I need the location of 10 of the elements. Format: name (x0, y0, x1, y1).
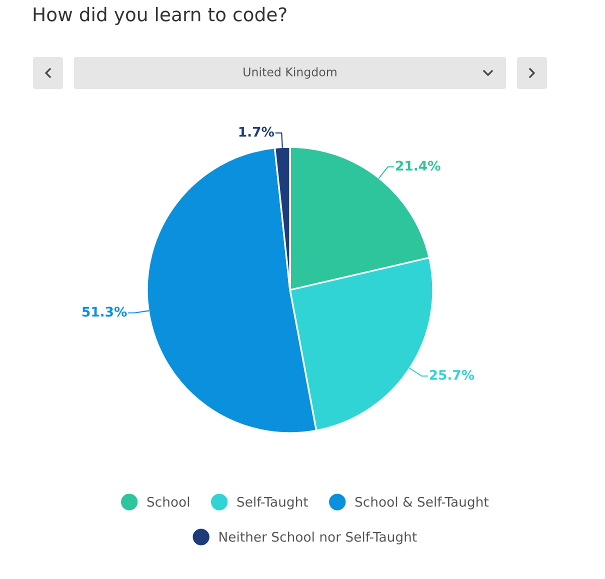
data-label: 21.4% (396, 160, 440, 171)
legend-label: School & Self-Taught (355, 496, 489, 510)
data-label: 51.3% (82, 306, 127, 317)
legend-label: Neither School nor Self-Taught (220, 532, 417, 544)
data-label: 1.7% (239, 126, 274, 137)
legend-label: Self-Taught (237, 496, 308, 510)
data-label: 25.7% (430, 370, 474, 380)
chart-subtitle: United Kingdom (244, 67, 336, 79)
chart-title: How did you learn to code? (34, 6, 286, 26)
legend-label: School (147, 496, 190, 507)
